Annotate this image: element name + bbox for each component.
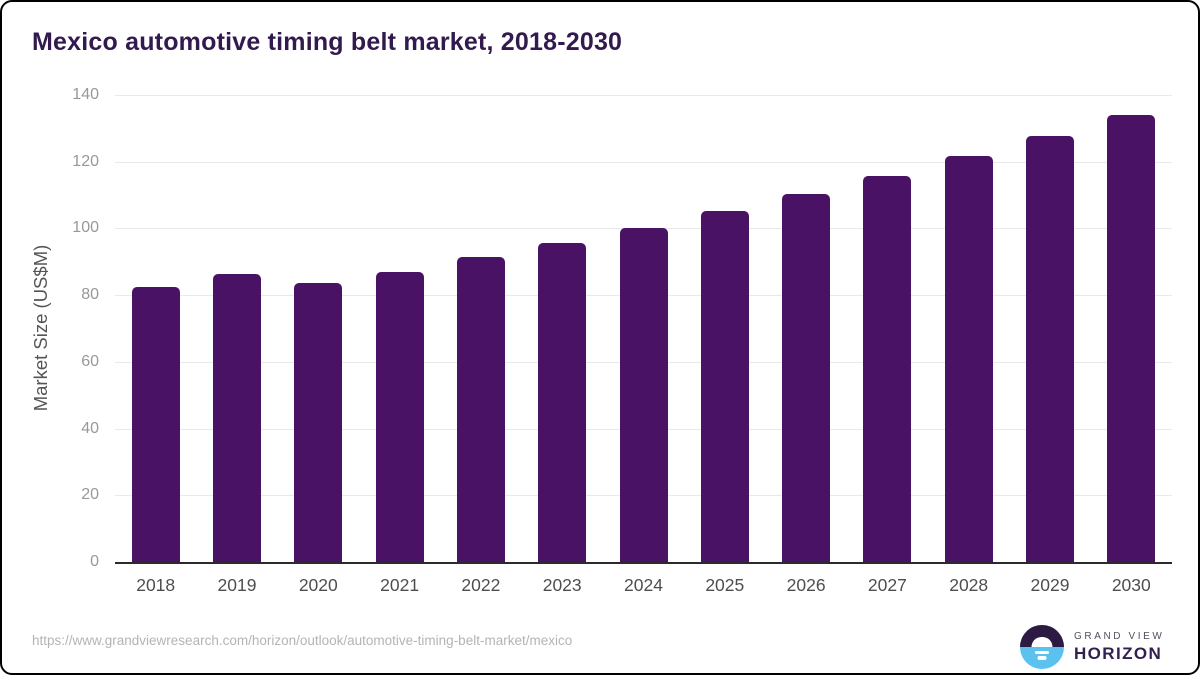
x-tick-label-2026: 2026 — [786, 575, 826, 595]
x-tick-label-2028: 2028 — [949, 575, 989, 595]
x-tick-label-2020: 2020 — [298, 575, 338, 595]
logo-brand-line2: HORIZON — [1074, 643, 1163, 663]
x-tick-label-2025: 2025 — [705, 575, 745, 595]
gridline-120 — [115, 161, 1172, 163]
y-tick-label-80: 80 — [81, 286, 99, 304]
x-tick-label-2022: 2022 — [461, 575, 501, 595]
bar-2028 — [944, 156, 993, 562]
logo-brand-line1: GRAND VIEW — [1074, 630, 1165, 642]
x-tick-label-2029: 2029 — [1030, 575, 1070, 595]
y-tick-label-100: 100 — [72, 219, 99, 237]
x-tick-label-2027: 2027 — [867, 575, 907, 595]
logo-wordmark: GRAND VIEW HORIZON — [1074, 631, 1164, 664]
x-tick-label-2024: 2024 — [624, 575, 663, 595]
bar-2021 — [375, 271, 424, 562]
bar-2020 — [294, 283, 343, 562]
bar-2027 — [863, 176, 912, 562]
plot-area: 0 20 40 60 80 100 120 140 2018 2019 2020 2021 2022 20… — [72, 86, 1172, 595]
x-tick-label-2023: 2023 — [542, 575, 582, 595]
x-tick-label-2018: 2018 — [136, 575, 176, 595]
x-tick-label-2030: 2030 — [1111, 575, 1151, 595]
bar-2029 — [1026, 135, 1074, 562]
logo-reflection-line-1 — [1035, 650, 1049, 654]
x-tick-label-2019: 2019 — [217, 575, 257, 595]
logo-reflection-line-2 — [1037, 656, 1047, 660]
bar-2018 — [131, 286, 180, 562]
y-tick-label-0: 0 — [90, 553, 99, 570]
grand-view-horizon-logo: GRAND VIEW HORIZON — [1020, 625, 1164, 669]
chart-title: Mexico automotive timing belt market, 20… — [32, 28, 623, 56]
y-tick-label-40: 40 — [81, 419, 99, 437]
bar-2022 — [456, 257, 505, 562]
gridline-140 — [115, 95, 1172, 96]
bar-2030 — [1107, 115, 1156, 562]
logo-sun-shape — [1031, 636, 1053, 647]
y-tick-label-140: 140 — [72, 86, 99, 103]
y-tick-label-20: 20 — [81, 486, 99, 504]
bar-2026 — [782, 193, 831, 562]
y-axis-title: Market Size (US$M) — [30, 244, 51, 412]
bar-2025 — [700, 211, 749, 562]
x-tick-label-2021: 2021 — [380, 575, 420, 595]
y-tick-label-60: 60 — [81, 352, 99, 370]
bar-2023 — [538, 243, 587, 562]
logo-sky-half — [1020, 625, 1064, 647]
y-tick-label-120: 120 — [72, 152, 99, 170]
horizon-sun-icon — [1020, 625, 1064, 669]
bar-2024 — [619, 227, 668, 562]
source-url: https://www.grandviewresearch.com/horizo… — [32, 633, 573, 648]
bar-2019 — [213, 273, 261, 562]
